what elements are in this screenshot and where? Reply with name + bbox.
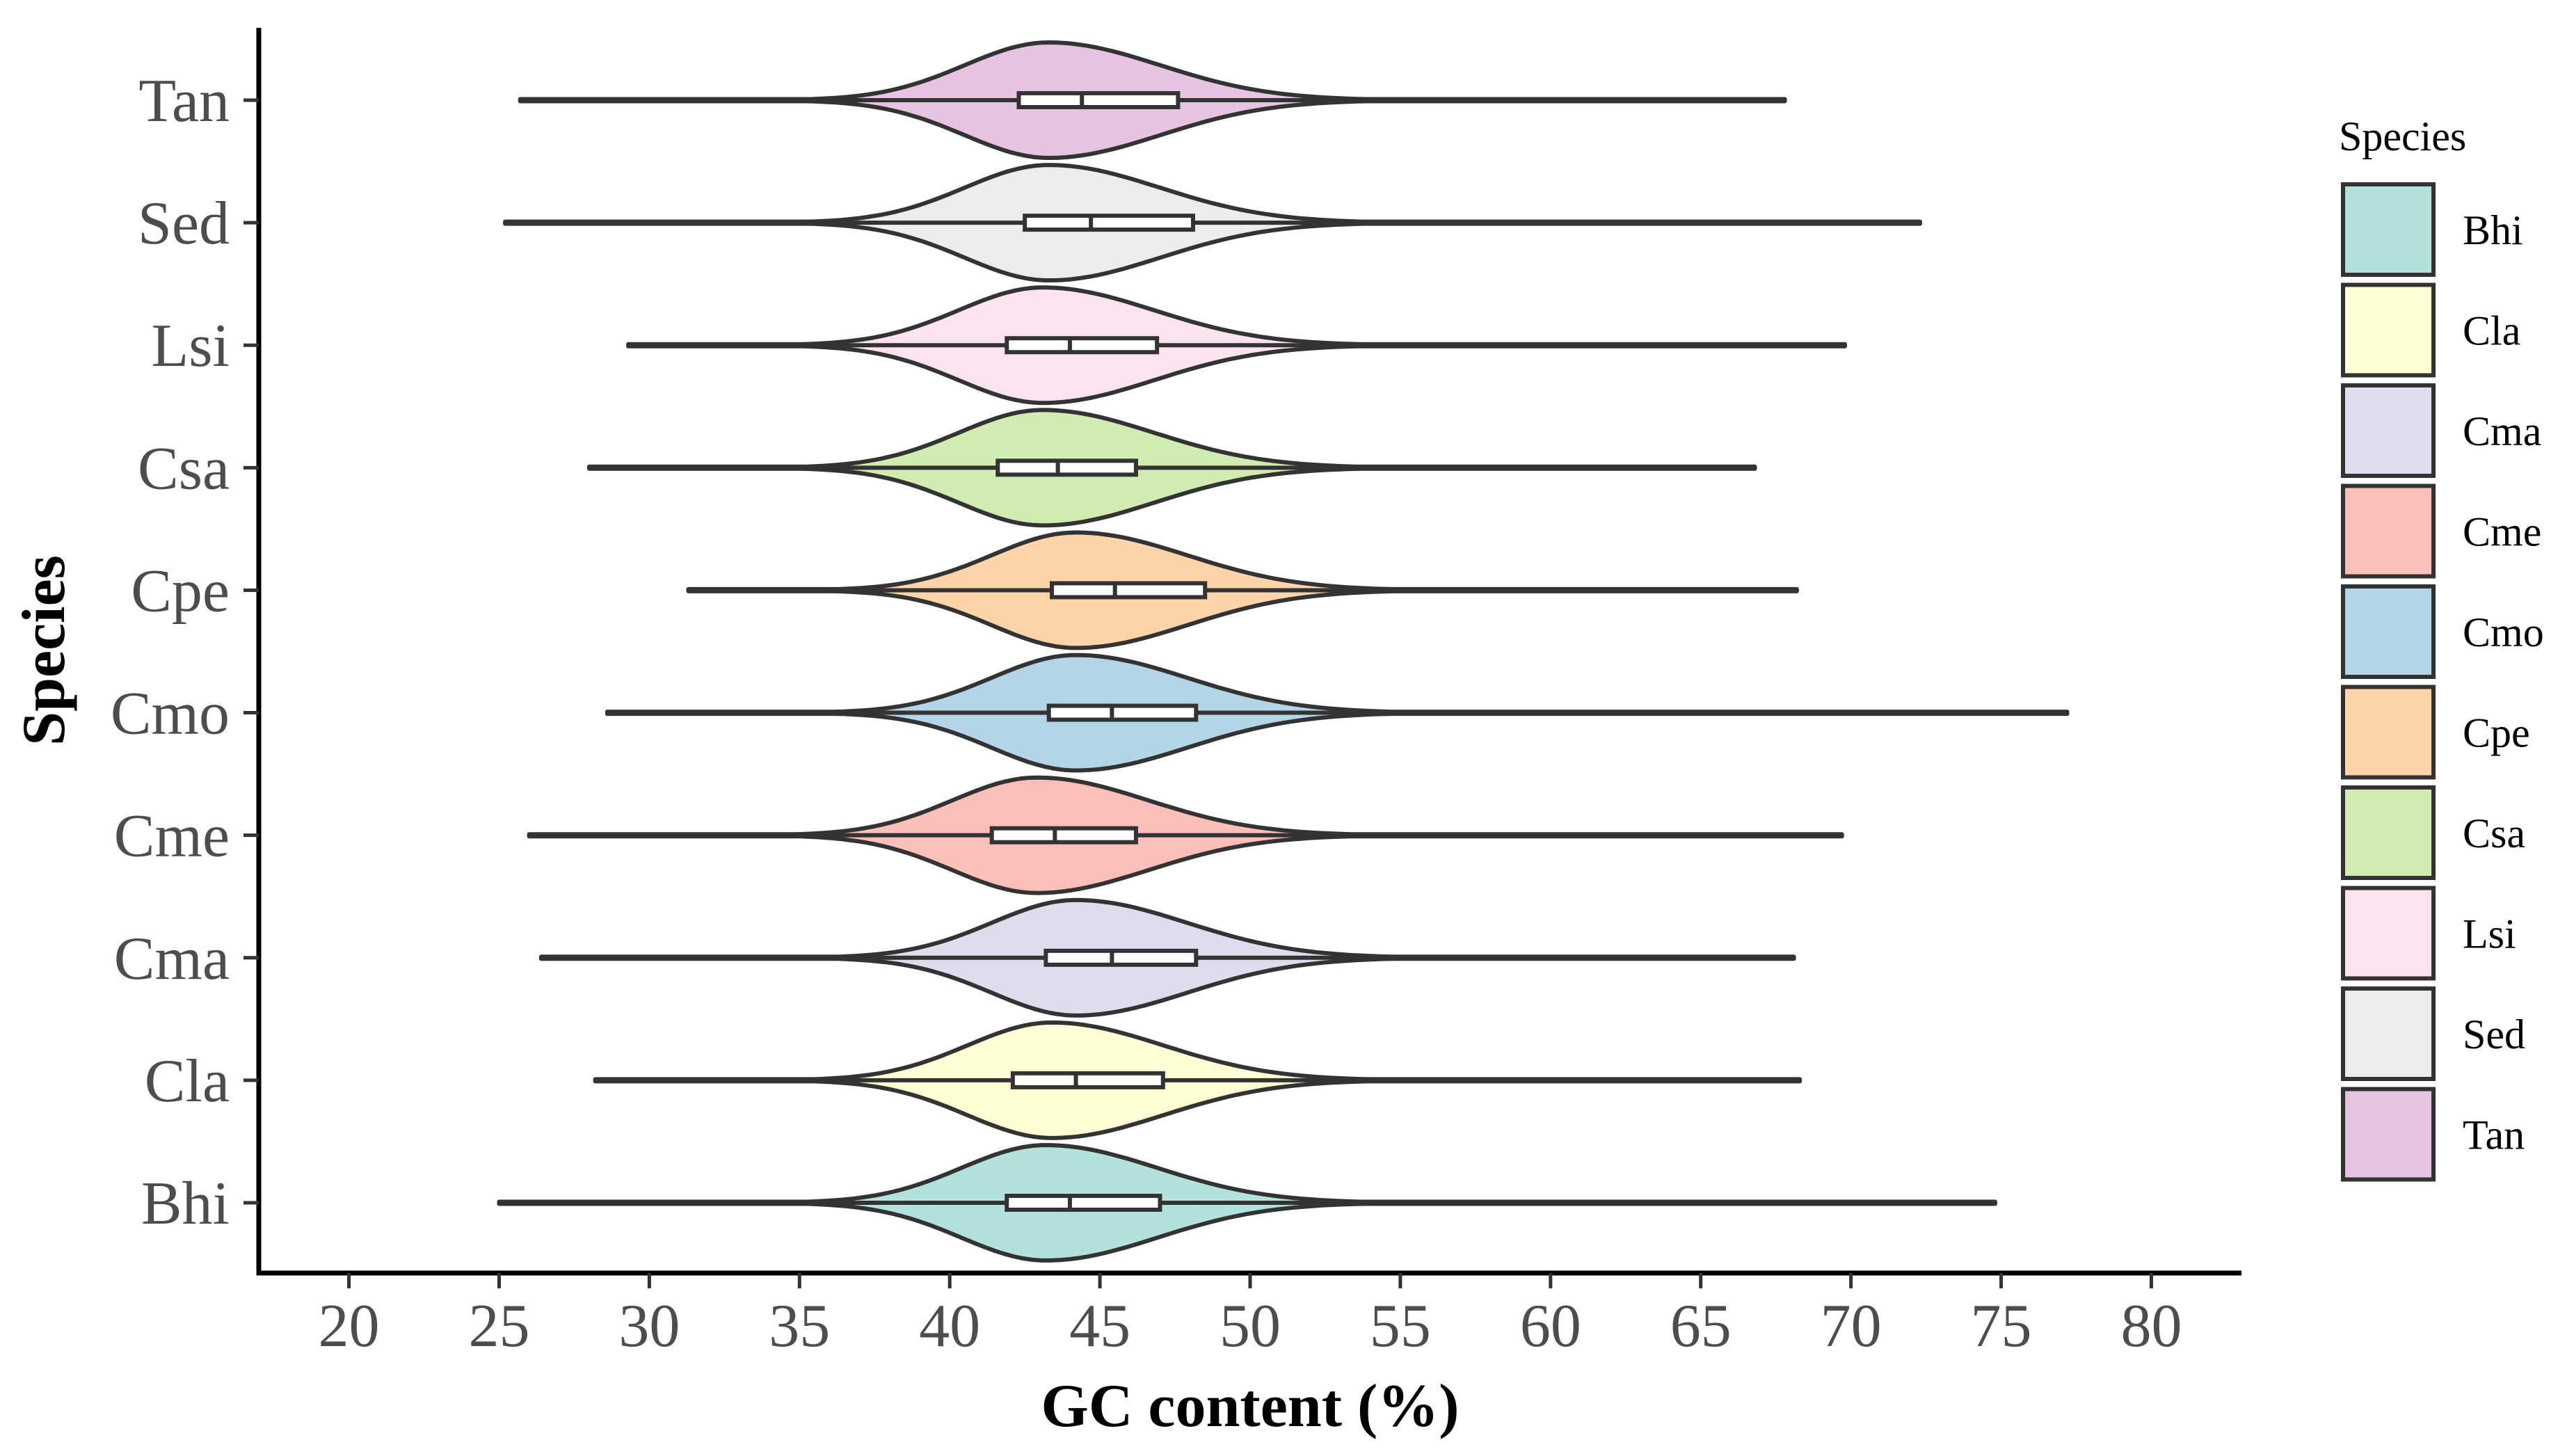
legend-label-cma: Cma: [2463, 408, 2541, 454]
violin-sed: [503, 163, 1922, 282]
legend-label-tan: Tan: [2463, 1112, 2525, 1158]
legend: Species Bhi Cla Cma Cme Cmo Cpe Csa Lsi Sed Tan: [2339, 113, 2544, 1182]
legend-key-cma: [2341, 383, 2436, 478]
box-cmo: [1046, 703, 1199, 722]
y-tick-label-cme: Cme: [114, 803, 230, 870]
x-tick-label-30: 30: [618, 1293, 680, 1360]
legend-key-cla: [2341, 282, 2436, 378]
violin-plot-area: [497, 40, 2070, 1263]
legend-key-cpe: [2341, 685, 2436, 780]
legend-label-bhi: Bhi: [2463, 207, 2523, 253]
x-tick-label-55: 55: [1370, 1293, 1431, 1360]
violin-cpe: [686, 530, 1799, 650]
legend-label-cme: Cme: [2463, 509, 2541, 555]
y-tick-label-cmo: Cmo: [111, 680, 230, 748]
box-cla: [1010, 1071, 1165, 1089]
legend-label-cpe: Cpe: [2463, 710, 2530, 756]
y-tick-label-cla: Cla: [145, 1048, 230, 1115]
violin-tan: [518, 40, 1787, 160]
x-tick-label-25: 25: [468, 1293, 529, 1360]
legend-key-cme: [2341, 483, 2436, 579]
y-tick-label-sed: Sed: [138, 190, 230, 257]
x-tick-label-40: 40: [919, 1293, 980, 1360]
violin-bhi: [497, 1143, 1997, 1263]
y-tick-label-csa: Csa: [138, 435, 230, 502]
violin-lsi: [626, 285, 1847, 406]
axes: 20 25 30 35 40 45 50 55 60 65 70 75 80 Bhi Cla Cma Cme Cm…: [111, 28, 2241, 1360]
y-tick-label-bhi: Bhi: [141, 1170, 230, 1238]
violin-cla: [593, 1020, 1802, 1140]
box-cma: [1044, 948, 1199, 967]
box-cpe: [1050, 581, 1208, 600]
legend-key-sed: [2341, 986, 2436, 1081]
legend-key-cmo: [2341, 584, 2436, 679]
legend-label-sed: Sed: [2463, 1011, 2525, 1057]
x-tick-label-65: 65: [1670, 1293, 1732, 1360]
box-tan: [1016, 91, 1181, 109]
x-tick-label-50: 50: [1220, 1293, 1281, 1360]
x-axis-title: GC content (%): [1041, 1373, 1459, 1440]
y-tick-label-tan: Tan: [138, 67, 230, 135]
x-tick-label-70: 70: [1821, 1293, 1882, 1360]
legend-label-lsi: Lsi: [2463, 911, 2516, 957]
y-tick-label-cpe: Cpe: [131, 557, 230, 625]
violin-cma: [538, 897, 1796, 1018]
y-axis-title: Species: [10, 555, 78, 746]
x-tick-label-60: 60: [1520, 1293, 1581, 1360]
y-tick-label-lsi: Lsi: [152, 312, 230, 380]
violin-cme: [527, 775, 1844, 895]
box-cme: [989, 826, 1138, 845]
legend-label-cla: Cla: [2463, 308, 2520, 354]
legend-key-bhi: [2341, 182, 2436, 277]
legend-key-csa: [2341, 785, 2436, 880]
box-lsi: [1005, 336, 1160, 355]
x-tick-label-35: 35: [769, 1293, 830, 1360]
legend-label-cmo: Cmo: [2463, 609, 2544, 655]
legend-key-lsi: [2341, 886, 2436, 981]
violin-csa: [587, 408, 1757, 528]
x-tick-label-75: 75: [1971, 1293, 2032, 1360]
x-tick-label-80: 80: [2120, 1293, 2182, 1360]
legend-key-tan: [2341, 1087, 2436, 1182]
box-csa: [996, 458, 1138, 477]
legend-title: Species: [2339, 113, 2466, 159]
violin-cmo: [605, 653, 2070, 773]
y-tick-label-cma: Cma: [114, 925, 230, 993]
legend-label-csa: Csa: [2463, 810, 2525, 856]
x-tick-label-45: 45: [1069, 1293, 1130, 1360]
x-tick-label-20: 20: [319, 1293, 380, 1360]
box-bhi: [1005, 1194, 1162, 1212]
box-sed: [1023, 214, 1195, 232]
